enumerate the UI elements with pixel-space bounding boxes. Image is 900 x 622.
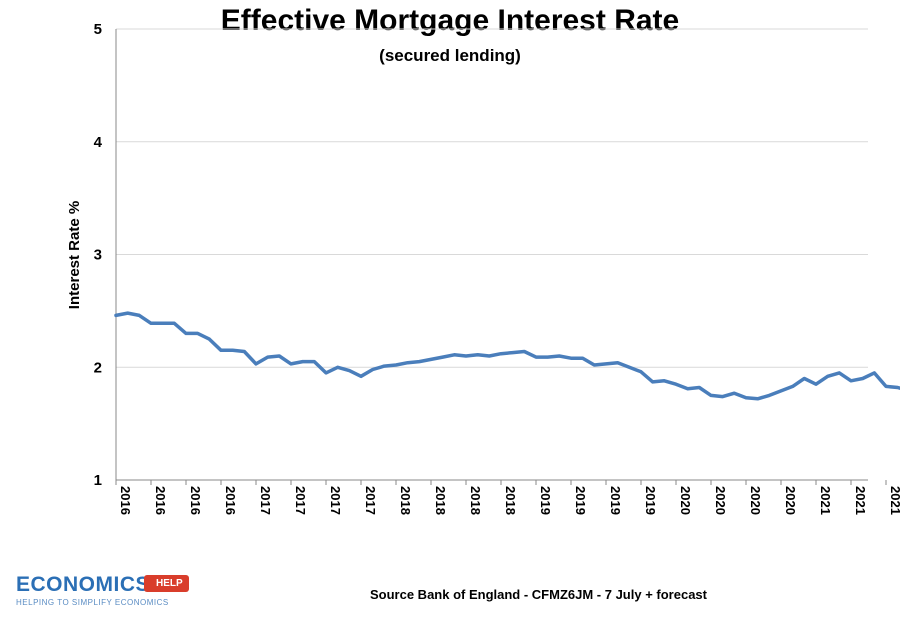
economics-help-logo[interactable]: ECONOMICS HELP HELPING TO SIMPLIFY ECONO… bbox=[16, 573, 216, 613]
x-tick-label: 2021 bbox=[888, 486, 900, 515]
logo-help-tag: HELP bbox=[144, 575, 189, 592]
x-tick-label: 2019 bbox=[608, 486, 623, 515]
x-tick-label: 2018 bbox=[433, 486, 448, 515]
x-tick-label: 2021 bbox=[853, 486, 868, 515]
x-tick-label: 2017 bbox=[363, 486, 378, 515]
x-tick-label: 2018 bbox=[398, 486, 413, 515]
y-tick-label: 2 bbox=[94, 359, 102, 376]
x-tick-label: 2016 bbox=[118, 486, 133, 515]
y-axis-label: Interest Rate % bbox=[66, 201, 83, 309]
y-tick-label: 3 bbox=[94, 247, 102, 264]
series bbox=[114, 311, 900, 401]
chart-title: Effective Mortgage Interest Rate bbox=[220, 4, 680, 37]
y-tick-label: 4 bbox=[94, 134, 103, 151]
logo-wordmark: ECONOMICS bbox=[16, 573, 151, 596]
x-tick-label: 2019 bbox=[573, 486, 588, 515]
x-tick-label: 2020 bbox=[748, 486, 763, 515]
x-tick-label: 2017 bbox=[328, 486, 343, 515]
y-tick-label: 5 bbox=[94, 21, 102, 38]
series-line-effective-rate bbox=[114, 311, 900, 401]
logo-tagline: HELPING TO SIMPLIFY ECONOMICS bbox=[16, 598, 169, 607]
x-tick-label: 2017 bbox=[293, 486, 308, 515]
x-tick-label: 2019 bbox=[643, 486, 658, 515]
x-tick-label: 2020 bbox=[678, 486, 693, 515]
x-tick-label: 2017 bbox=[258, 486, 273, 515]
x-tick-label: 2018 bbox=[468, 486, 483, 515]
x-tick-label: 2018 bbox=[503, 486, 518, 515]
x-tick-label: 2016 bbox=[153, 486, 168, 515]
x-tick-label: 2019 bbox=[538, 486, 553, 515]
x-tick-label: 2020 bbox=[783, 486, 798, 515]
axes bbox=[115, 29, 887, 485]
y-tick-label: 1 bbox=[94, 472, 102, 489]
x-tick-label: 2016 bbox=[223, 486, 238, 515]
x-tick-labels: 2016 2016 2016 2016 2017 2017 2017 2017 2018 2018… bbox=[118, 486, 900, 515]
x-tick-label: 2016 bbox=[188, 486, 203, 515]
x-tick-label: 2020 bbox=[713, 486, 728, 515]
gridlines bbox=[116, 28, 868, 368]
x-tick-label: 2021 bbox=[818, 486, 833, 515]
source-note: Source Bank of England - CFMZ6JM - 7 Jul… bbox=[370, 587, 707, 602]
y-tick-labels: 1 2 3 4 5 bbox=[94, 21, 103, 489]
chart-subtitle: (secured lending) bbox=[379, 46, 521, 65]
